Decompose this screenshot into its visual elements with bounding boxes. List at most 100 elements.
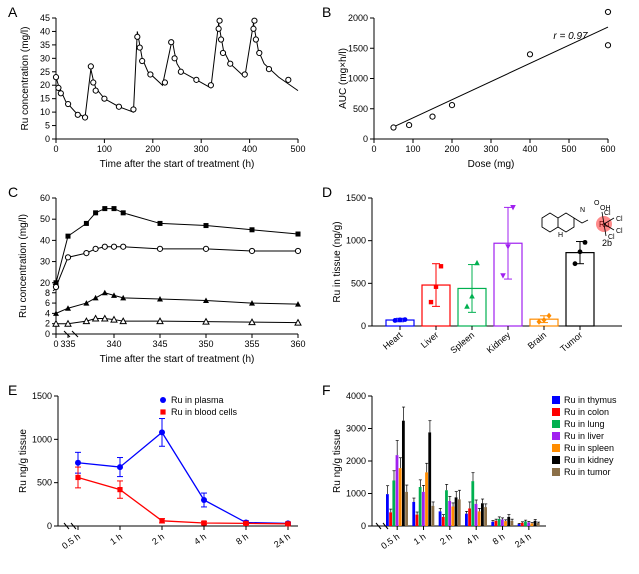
svg-text:Time after the start of treatm: Time after the start of treatment (h) xyxy=(100,354,255,365)
svg-text:45: 45 xyxy=(40,13,50,23)
svg-text:335: 335 xyxy=(60,339,75,349)
svg-text:24 h: 24 h xyxy=(272,531,292,549)
svg-text:50: 50 xyxy=(40,214,50,224)
svg-text:Cl: Cl xyxy=(604,210,611,217)
svg-text:400: 400 xyxy=(522,144,537,154)
svg-text:Cl: Cl xyxy=(616,228,623,235)
svg-text:60: 60 xyxy=(40,193,50,203)
svg-text:Ru in liver: Ru in liver xyxy=(564,431,604,441)
svg-text:0: 0 xyxy=(53,144,58,154)
svg-text:500: 500 xyxy=(561,144,576,154)
svg-text:Ru concentration (mg/l): Ru concentration (mg/l) xyxy=(20,27,31,131)
svg-text:24 h: 24 h xyxy=(513,531,533,549)
svg-text:2000: 2000 xyxy=(348,13,368,23)
svg-text:500: 500 xyxy=(351,278,366,288)
svg-text:Cl: Cl xyxy=(616,216,623,223)
svg-text:1 h: 1 h xyxy=(412,531,428,546)
panel-b-label: B xyxy=(322,4,331,20)
svg-text:4 h: 4 h xyxy=(464,531,480,546)
svg-text:Ru concentration (mg/l): Ru concentration (mg/l) xyxy=(18,214,29,318)
svg-text:100: 100 xyxy=(97,144,112,154)
svg-text:Time after the start of treatm: Time after the start of treatment (h) xyxy=(100,159,255,170)
svg-text:0: 0 xyxy=(361,521,366,531)
svg-text:1000: 1000 xyxy=(346,489,366,499)
panel-e-chart: 050010001500Ru ng/g tissue0.5 h1 h2 h4 h… xyxy=(8,382,308,570)
svg-text:Kidney: Kidney xyxy=(485,330,513,356)
panel-e-label: E xyxy=(8,382,17,398)
svg-text:10: 10 xyxy=(40,107,50,117)
svg-text:r = 0.97: r = 0.97 xyxy=(553,31,588,42)
svg-text:5: 5 xyxy=(45,121,50,131)
svg-text:600: 600 xyxy=(600,144,615,154)
panel-b: B 01002003004005006000500100015002000Dos… xyxy=(322,4,622,179)
svg-text:O: O xyxy=(594,200,600,207)
svg-text:35: 35 xyxy=(40,40,50,50)
svg-text:Heart: Heart xyxy=(381,330,405,352)
svg-text:Ru in lung: Ru in lung xyxy=(564,419,605,429)
svg-text:200: 200 xyxy=(145,144,160,154)
svg-text:1000: 1000 xyxy=(348,74,368,84)
svg-text:H: H xyxy=(558,232,563,239)
panel-a-label: A xyxy=(8,4,17,20)
svg-text:4 h: 4 h xyxy=(192,531,208,546)
svg-text:200: 200 xyxy=(444,144,459,154)
svg-text:0.5 h: 0.5 h xyxy=(60,531,82,551)
svg-text:40: 40 xyxy=(40,235,50,245)
svg-text:2b: 2b xyxy=(602,238,612,248)
svg-text:40: 40 xyxy=(40,26,50,36)
svg-text:Ru in thymus: Ru in thymus xyxy=(564,395,617,405)
figure-root: A 0100200300400500051015202530354045Time… xyxy=(0,0,639,574)
panel-f-chart: 01000200030004000Ru ng/g tissue0.5 h1 h2… xyxy=(322,382,632,570)
svg-text:Ru in tumor: Ru in tumor xyxy=(564,467,611,477)
svg-text:30: 30 xyxy=(40,53,50,63)
panel-a: A 0100200300400500051015202530354045Time… xyxy=(8,4,308,179)
svg-text:345: 345 xyxy=(152,339,167,349)
panel-a-chart: 0100200300400500051015202530354045Time a… xyxy=(8,4,308,179)
svg-text:1500: 1500 xyxy=(32,391,52,401)
svg-text:15: 15 xyxy=(40,94,50,104)
svg-text:1500: 1500 xyxy=(346,193,366,203)
svg-text:1000: 1000 xyxy=(32,434,52,444)
svg-text:2 h: 2 h xyxy=(150,531,166,546)
svg-text:500: 500 xyxy=(353,104,368,114)
svg-text:Ru ng/g tissue: Ru ng/g tissue xyxy=(18,429,29,493)
panel-f-label: F xyxy=(322,382,331,398)
svg-text:360: 360 xyxy=(290,339,305,349)
svg-text:100: 100 xyxy=(405,144,420,154)
svg-text:6: 6 xyxy=(45,298,50,308)
svg-text:Ru in spleen: Ru in spleen xyxy=(564,443,614,453)
svg-text:300: 300 xyxy=(194,144,209,154)
svg-text:AUC (mg×h/l): AUC (mg×h/l) xyxy=(338,48,349,109)
svg-text:N: N xyxy=(580,207,585,214)
svg-text:0: 0 xyxy=(45,329,50,339)
svg-text:0: 0 xyxy=(53,339,58,349)
svg-text:Ru in tissue (ng/g): Ru in tissue (ng/g) xyxy=(332,221,343,302)
svg-text:3000: 3000 xyxy=(346,424,366,434)
svg-text:Ru in plasma: Ru in plasma xyxy=(171,395,224,405)
svg-text:0.5 h: 0.5 h xyxy=(379,531,401,551)
svg-text:4: 4 xyxy=(45,308,50,318)
svg-text:8 h: 8 h xyxy=(234,531,250,546)
panel-d: D 050010001500Ru in tissue (ng/g)HeartLi… xyxy=(322,184,632,374)
svg-text:500: 500 xyxy=(37,478,52,488)
svg-text:Ru in colon: Ru in colon xyxy=(564,407,609,417)
panel-d-label: D xyxy=(322,184,332,200)
svg-text:Spleen: Spleen xyxy=(448,330,476,356)
panel-c: C 0335340345350355360024682030405060Time… xyxy=(8,184,308,374)
svg-text:0: 0 xyxy=(371,144,376,154)
svg-text:1000: 1000 xyxy=(346,236,366,246)
panel-c-chart: 0335340345350355360024682030405060Time a… xyxy=(8,184,308,374)
svg-text:400: 400 xyxy=(242,144,257,154)
svg-text:Brain: Brain xyxy=(526,330,549,351)
svg-text:8: 8 xyxy=(45,288,50,298)
svg-text:0: 0 xyxy=(47,521,52,531)
svg-text:0: 0 xyxy=(363,134,368,144)
svg-text:2: 2 xyxy=(45,319,50,329)
svg-text:500: 500 xyxy=(290,144,305,154)
svg-text:8 h: 8 h xyxy=(491,531,507,546)
svg-text:30: 30 xyxy=(40,257,50,267)
svg-text:Ru in blood cells: Ru in blood cells xyxy=(171,407,238,417)
svg-text:4000: 4000 xyxy=(346,391,366,401)
svg-text:300: 300 xyxy=(483,144,498,154)
svg-text:Tumor: Tumor xyxy=(558,330,584,354)
